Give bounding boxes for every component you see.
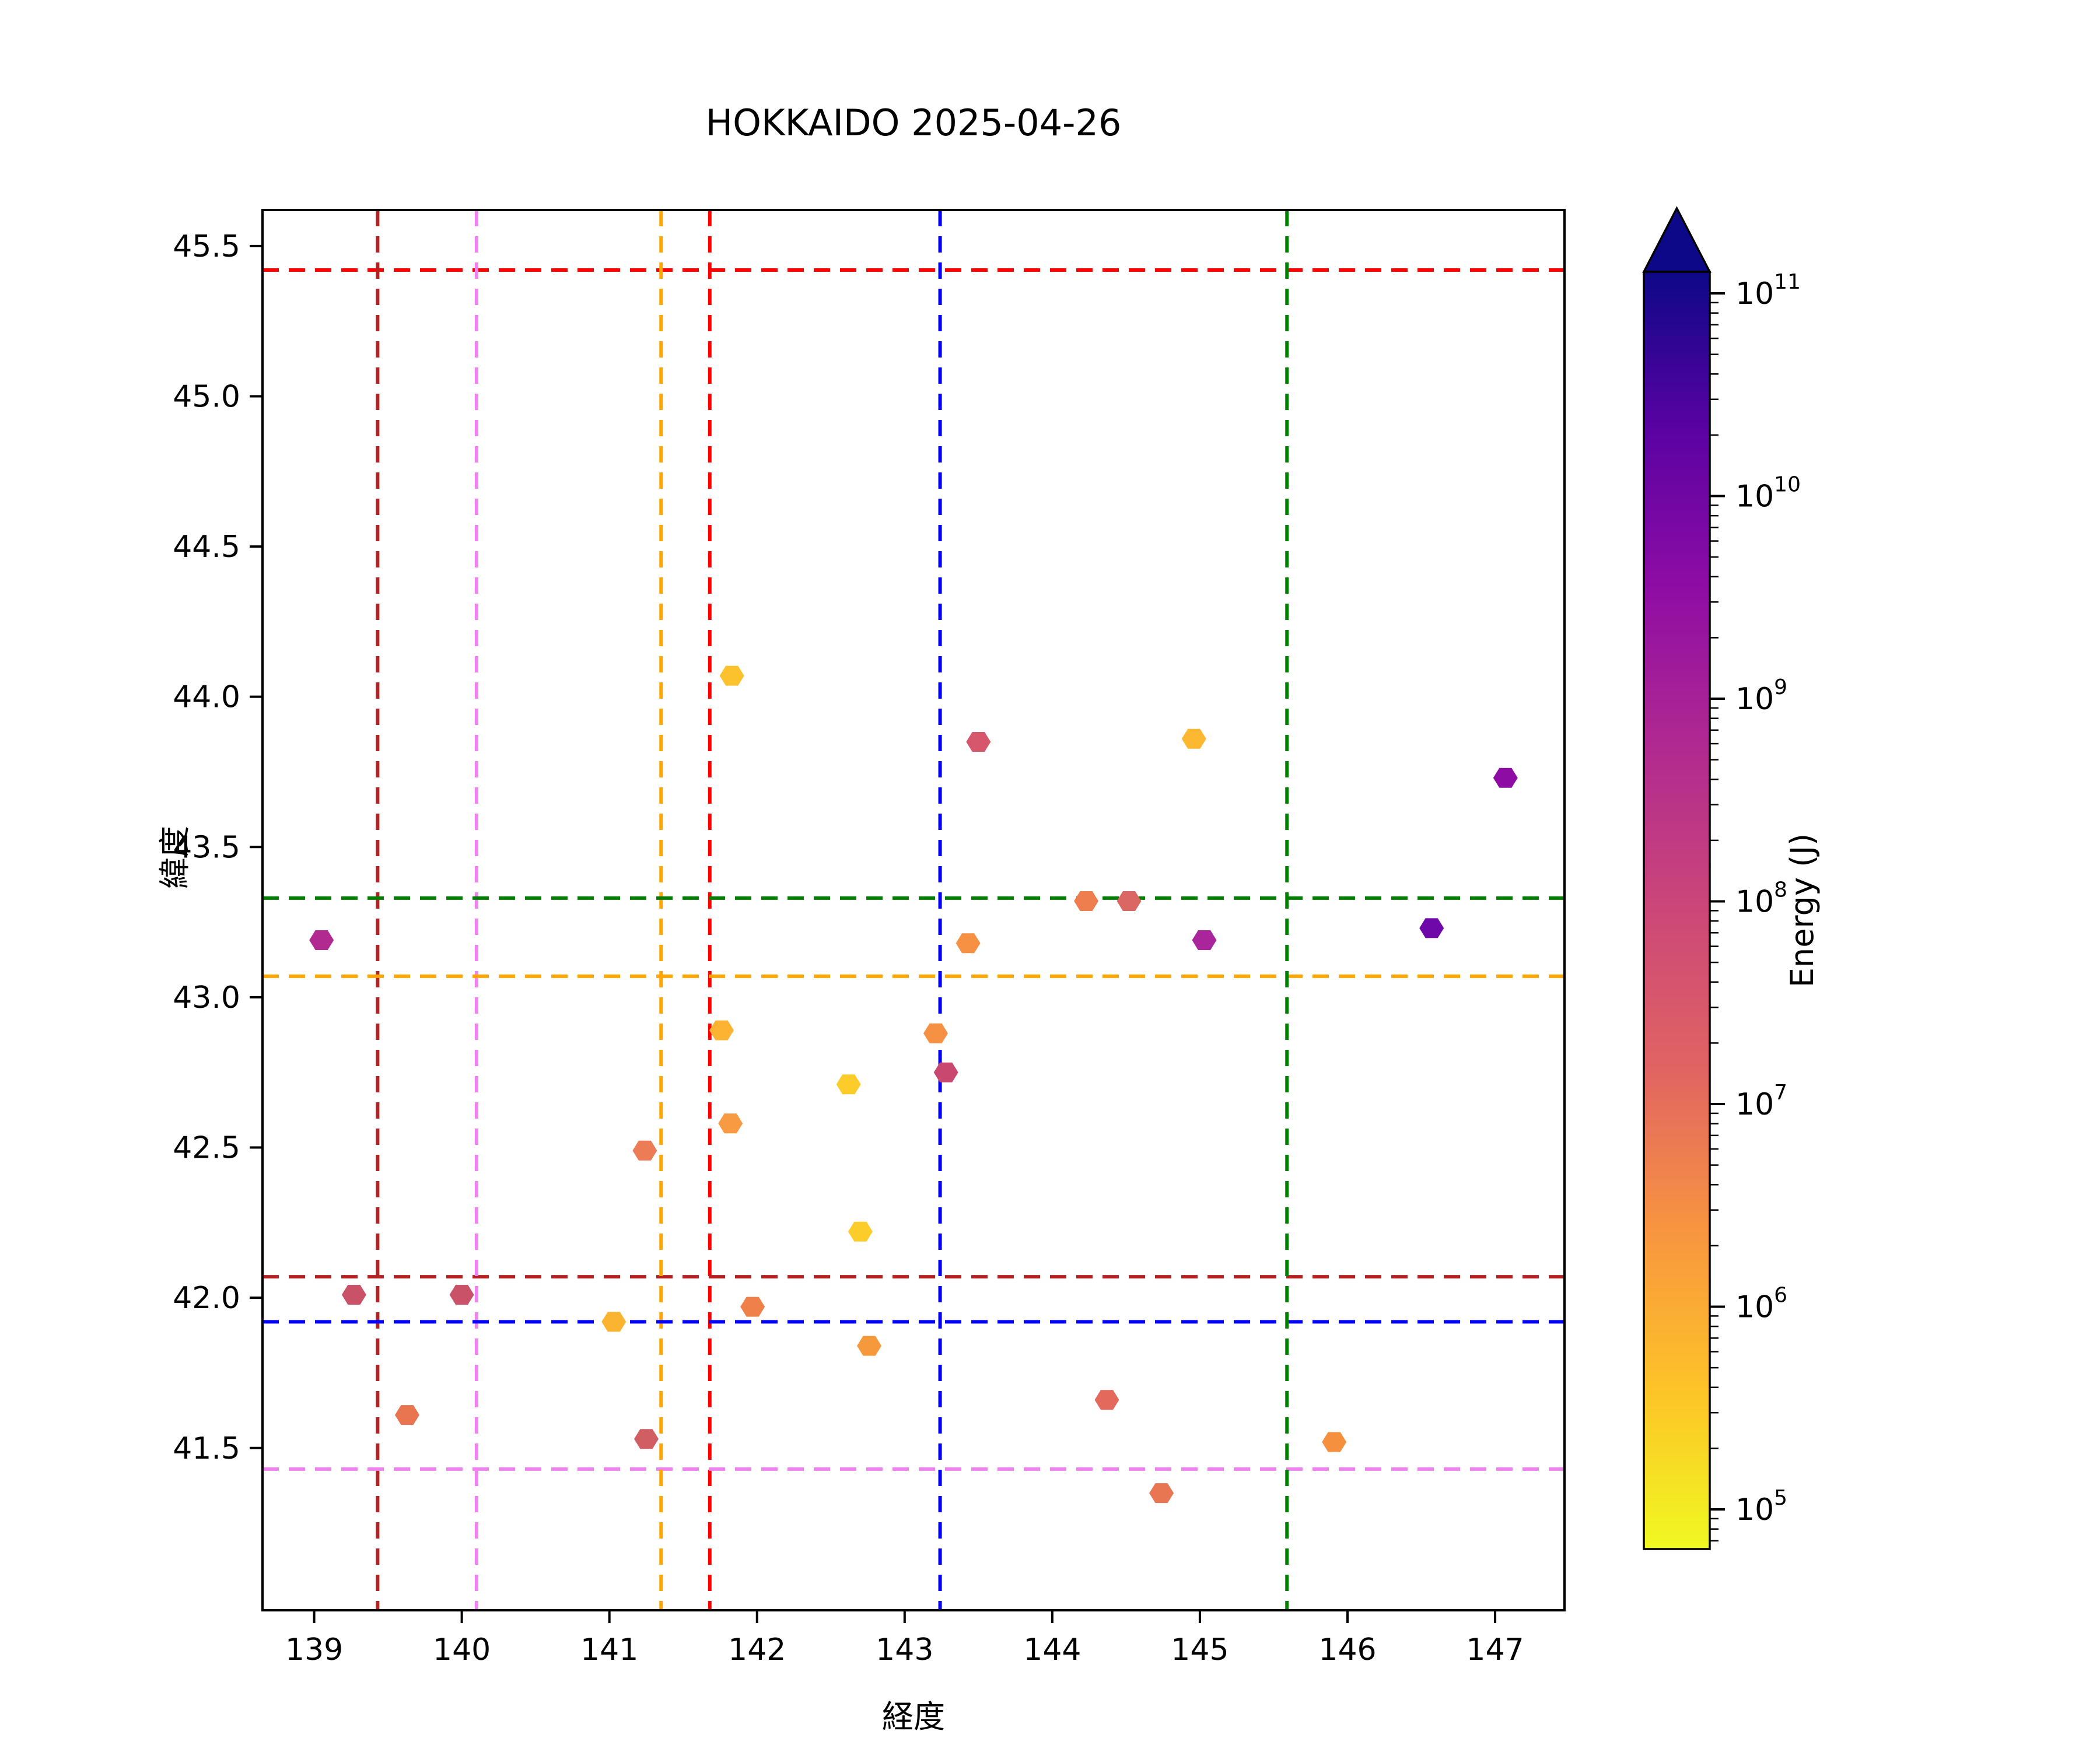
data-point-hexagon xyxy=(1322,1432,1347,1452)
data-point-hexagon xyxy=(1192,930,1217,950)
y-tick-label: 42.0 xyxy=(173,1281,240,1316)
data-point-hexagon xyxy=(718,1113,743,1134)
colorbar-tick-label: 109 xyxy=(1735,675,1787,717)
colorbar-extend-arrow xyxy=(1642,206,1712,273)
data-point-hexagon xyxy=(1181,728,1206,749)
plot-border xyxy=(261,209,1566,1611)
data-point-hexagon xyxy=(634,1429,659,1449)
data-point-hexagon xyxy=(1116,891,1142,911)
colorbar-tick-label: 1010 xyxy=(1735,473,1801,514)
y-tick-label: 45.0 xyxy=(173,379,240,414)
colorbar-tick-label: 105 xyxy=(1735,1486,1787,1527)
data-point-hexagon xyxy=(1493,768,1518,788)
colorbar: 105 106 107 108 109 1010 1011 xyxy=(1642,206,1801,1550)
x-tick-label: 142 xyxy=(728,1632,786,1667)
y-tick-label: 42.5 xyxy=(173,1131,240,1166)
colorbar-label: Energy (J) xyxy=(1784,833,1821,987)
data-point-hexagon xyxy=(709,1020,734,1040)
data-point-hexagon xyxy=(601,1312,626,1332)
colorbar-tick-label: 1011 xyxy=(1735,270,1801,311)
data-point-hexagon xyxy=(1094,1390,1119,1410)
x-tick-label: 141 xyxy=(580,1632,638,1667)
y-tick-label: 44.5 xyxy=(173,530,240,565)
colorbar-tick-label: 106 xyxy=(1735,1284,1787,1325)
y-tick-label: 44.0 xyxy=(173,680,240,715)
data-point-hexagon xyxy=(933,1062,958,1082)
colorbar-gradient-bar xyxy=(1643,271,1711,1550)
data-point-hexagon xyxy=(923,1023,948,1043)
y-axis-label: 緯度 xyxy=(156,826,193,889)
y-tick-label: 43.5 xyxy=(173,830,240,865)
data-point-hexagon xyxy=(740,1297,765,1317)
y-tick-label: 41.5 xyxy=(173,1431,240,1466)
chart-title: HOKKAIDO 2025-04-26 xyxy=(706,101,1122,144)
data-point-hexagon xyxy=(719,665,744,686)
x-tick-label: 144 xyxy=(1023,1632,1081,1667)
x-tick-label: 139 xyxy=(285,1632,343,1667)
data-point-hexagon xyxy=(309,930,334,950)
colorbar-tick-label: 108 xyxy=(1735,878,1787,920)
x-tick-label: 147 xyxy=(1466,1632,1524,1667)
data-point-hexagon xyxy=(449,1285,474,1305)
data-point-hexagon xyxy=(857,1336,882,1356)
data-point-hexagon xyxy=(836,1074,861,1095)
data-point-hexagon xyxy=(395,1405,419,1425)
data-point-hexagon xyxy=(632,1140,657,1161)
data-points-layer xyxy=(309,665,1518,1504)
y-tick-label: 45.5 xyxy=(173,229,240,264)
data-point-hexagon xyxy=(1074,891,1099,911)
axes-layer: 139 140 141 142 143 144 145 146 147 41.5 42.0 42.5 4… xyxy=(173,209,1566,1667)
data-point-hexagon xyxy=(1419,918,1444,938)
x-axis-label: 経度 xyxy=(882,1698,945,1735)
y-tick-label: 43.0 xyxy=(173,980,240,1015)
data-point-hexagon xyxy=(966,732,991,752)
data-point-hexagon xyxy=(341,1285,366,1305)
x-tick-label: 146 xyxy=(1318,1632,1376,1667)
data-point-hexagon xyxy=(956,933,981,954)
reference-lines-layer xyxy=(262,210,1564,1610)
colorbar-tick-label: 107 xyxy=(1735,1081,1787,1122)
data-point-hexagon xyxy=(1149,1483,1174,1504)
x-tick-label: 143 xyxy=(876,1632,933,1667)
x-tick-label: 140 xyxy=(433,1632,491,1667)
x-tick-label: 145 xyxy=(1171,1632,1228,1667)
data-point-hexagon xyxy=(848,1221,873,1242)
